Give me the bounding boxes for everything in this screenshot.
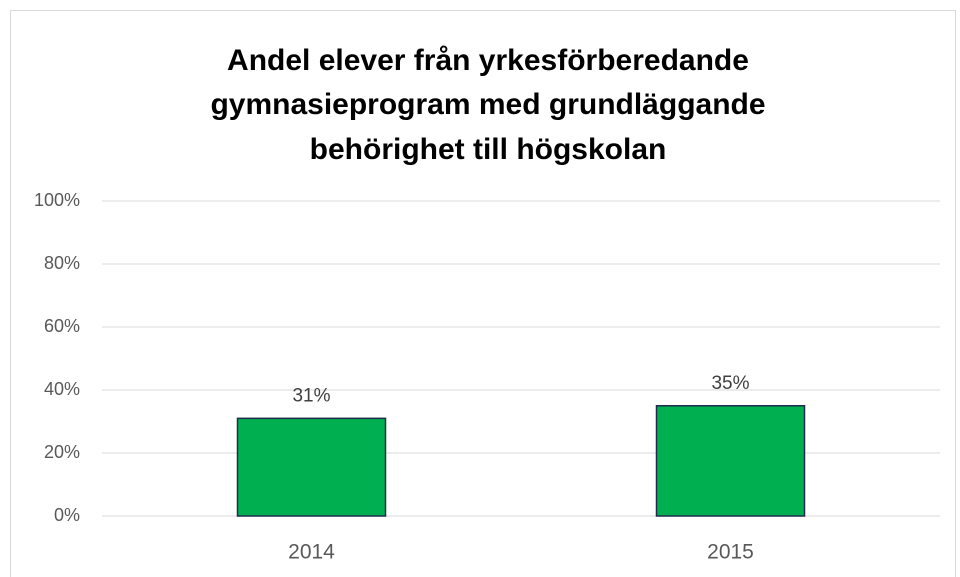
y-tick-label: 0%: [54, 505, 80, 525]
chart-title: behörighet till högskolan: [310, 133, 667, 166]
y-tick-label: 100%: [34, 190, 80, 210]
y-tick-label: 40%: [44, 379, 80, 399]
chart-title: Andel elever från yrkesförberedande: [227, 44, 749, 77]
y-tick-label: 60%: [44, 316, 80, 336]
x-tick-label: 2015: [707, 541, 754, 564]
data-label: 35%: [711, 373, 749, 394]
bar: [236, 417, 387, 517]
chart-title: gymnasieprogram med grundläggande: [210, 88, 765, 121]
y-tick-label: 80%: [44, 253, 80, 273]
x-tick-label: 2014: [288, 541, 335, 564]
bar: [655, 405, 806, 517]
y-tick-label: 20%: [44, 442, 80, 462]
data-label: 31%: [292, 385, 330, 406]
